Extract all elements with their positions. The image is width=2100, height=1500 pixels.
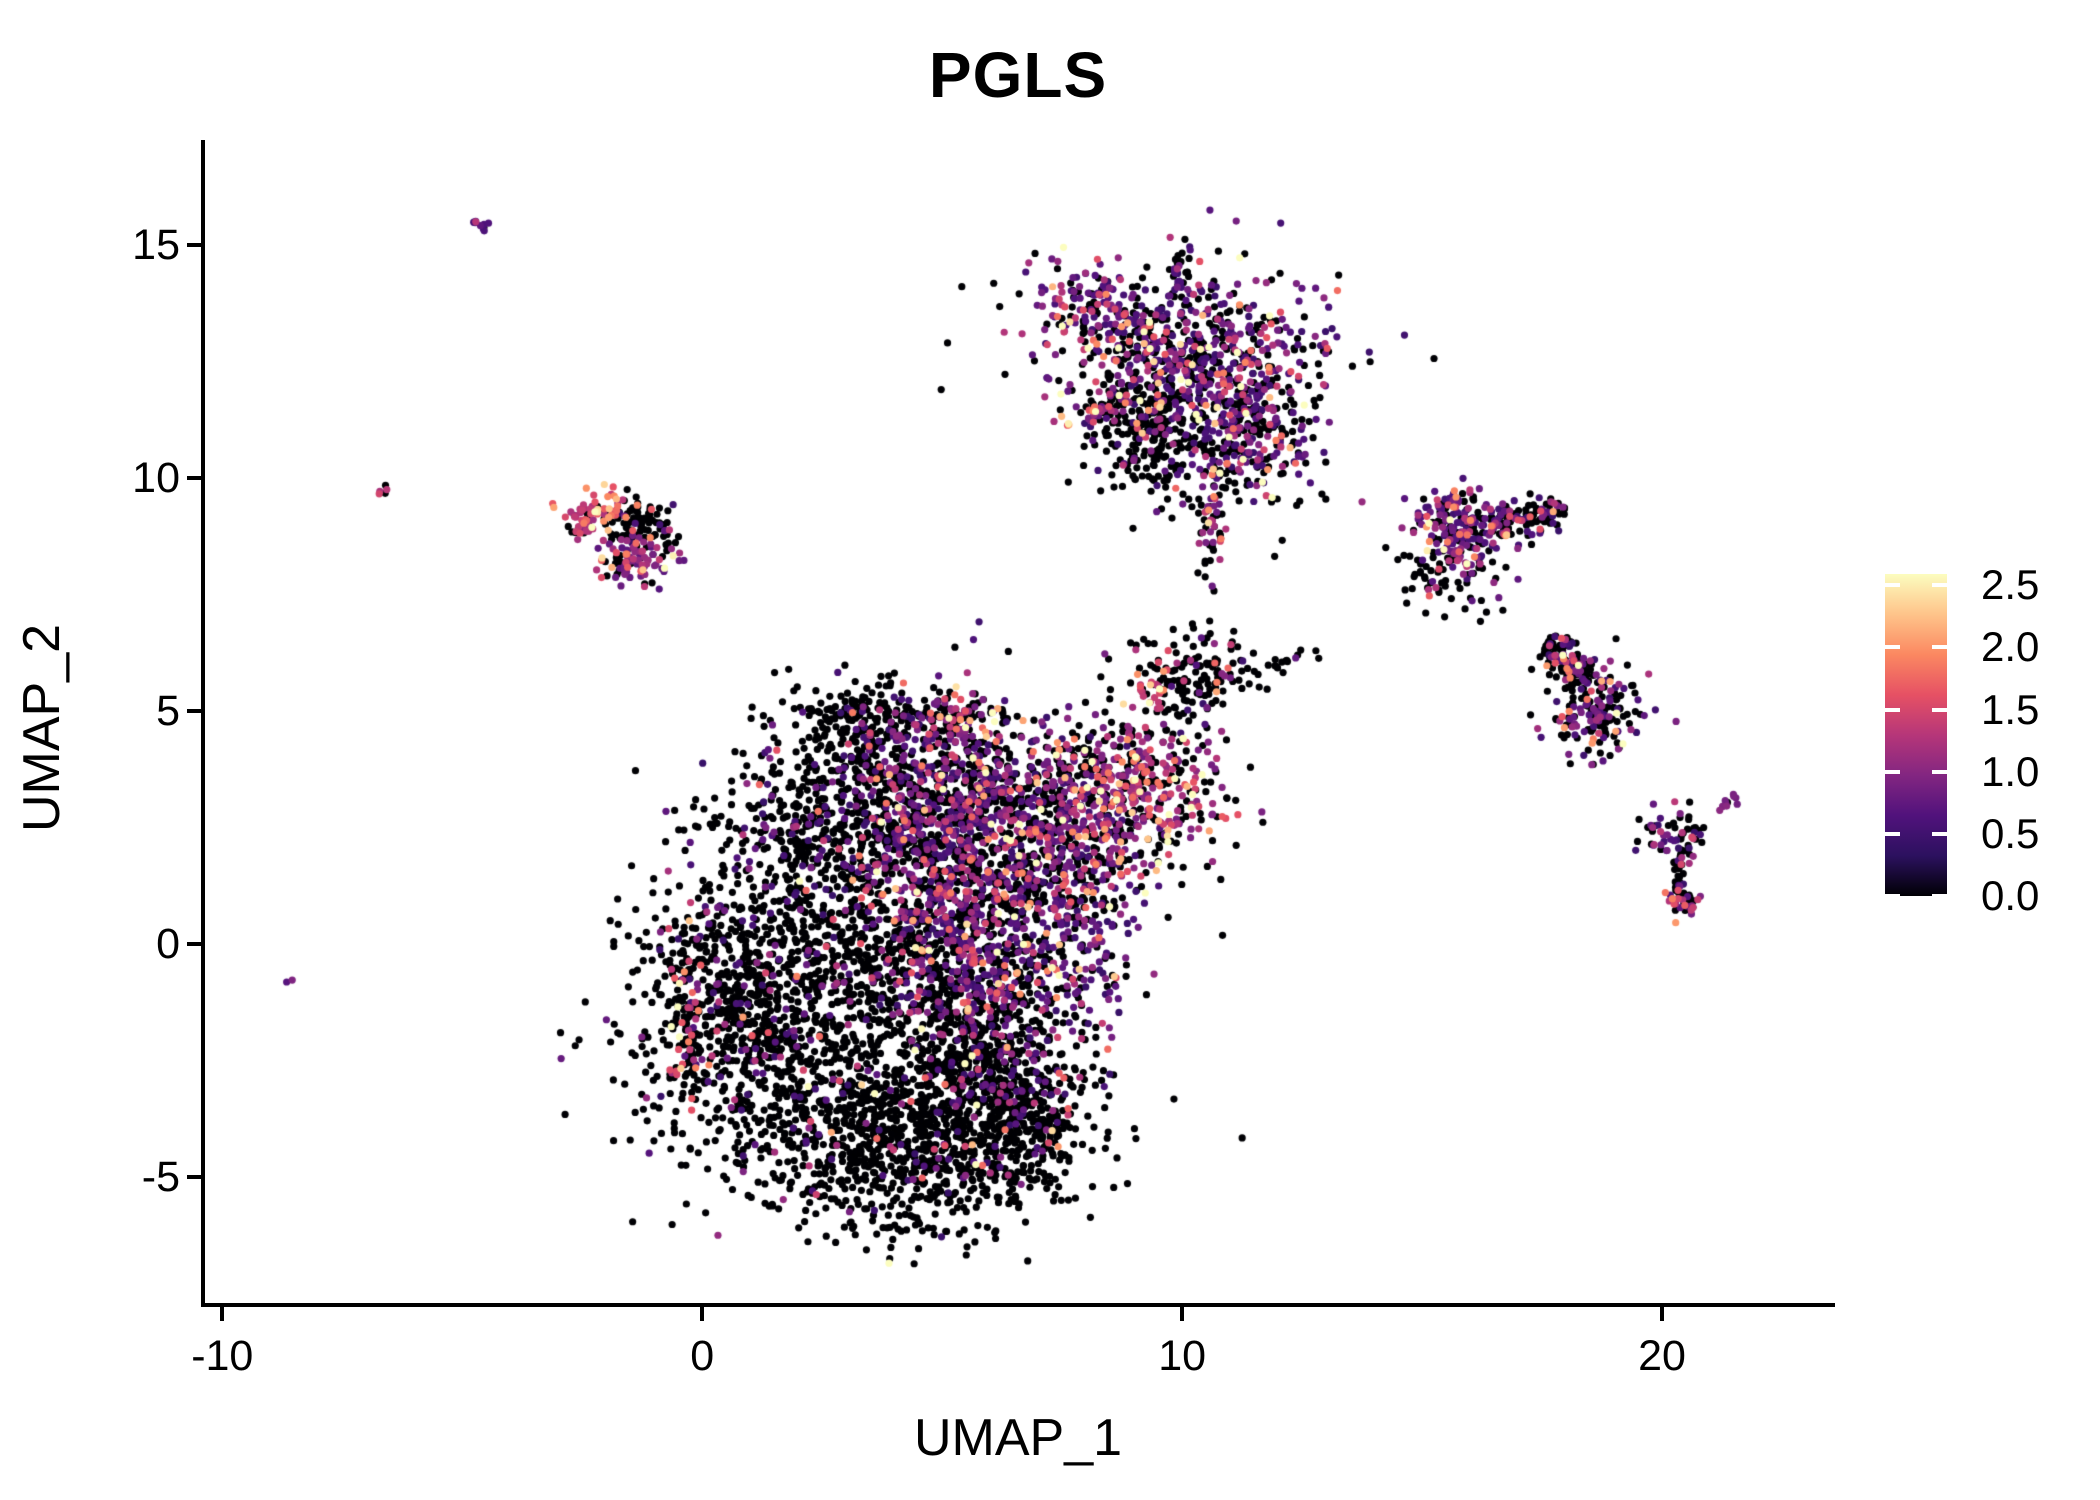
colorbar-tick-mark	[1932, 769, 1947, 774]
y-axis-title: UMAP_2	[13, 623, 71, 833]
colorbar-tick-mark	[1932, 645, 1947, 650]
y-tick-label: 5	[156, 686, 180, 735]
x-tick-mark	[1660, 1307, 1665, 1321]
colorbar-tick-mark	[1932, 831, 1947, 836]
colorbar-tick-label: 2.5	[1981, 561, 2040, 609]
colorbar-tick-mark	[1932, 707, 1947, 712]
x-tick-label: 20	[1638, 1332, 1686, 1380]
expression-colorbar	[1885, 574, 1947, 896]
colorbar-tick-mark	[1932, 583, 1947, 588]
y-tick-label: -5	[141, 1152, 180, 1201]
colorbar-tick-mark	[1885, 769, 1900, 774]
x-tick-label: 0	[690, 1332, 715, 1380]
x-tick-mark	[220, 1307, 225, 1321]
x-axis-line	[201, 1303, 1835, 1307]
x-tick-label: -10	[191, 1332, 254, 1380]
y-axis-line	[201, 140, 205, 1307]
y-tick-label: 10	[132, 453, 180, 502]
y-tick-mark	[187, 708, 201, 713]
colorbar-tick-mark	[1885, 894, 1900, 898]
y-tick-mark	[187, 1174, 201, 1179]
colorbar-tick-mark	[1932, 894, 1947, 898]
y-tick-label: 15	[132, 220, 180, 269]
colorbar-tick-label: 0.5	[1981, 809, 2040, 857]
colorbar-tick-mark	[1885, 583, 1900, 588]
colorbar-tick-mark	[1885, 645, 1900, 650]
y-tick-label: 0	[156, 919, 180, 968]
y-tick-mark	[187, 941, 201, 946]
colorbar-tick-mark	[1885, 831, 1900, 836]
x-tick-mark	[1180, 1307, 1185, 1321]
colorbar-tick-label: 2.0	[1981, 623, 2040, 671]
colorbar-tick-mark	[1885, 707, 1900, 712]
colorbar-tick-label: 1.5	[1981, 685, 2040, 733]
y-tick-mark	[187, 475, 201, 480]
colorbar-tick-label: 0.0	[1981, 872, 2040, 919]
y-tick-mark	[187, 242, 201, 247]
colorbar-tick-label: 1.0	[1981, 747, 2040, 795]
x-axis-title: UMAP_1	[913, 1409, 1123, 1467]
x-tick-label: 10	[1158, 1332, 1207, 1380]
plot-title: PGLS	[928, 39, 1108, 111]
x-tick-mark	[700, 1307, 705, 1321]
